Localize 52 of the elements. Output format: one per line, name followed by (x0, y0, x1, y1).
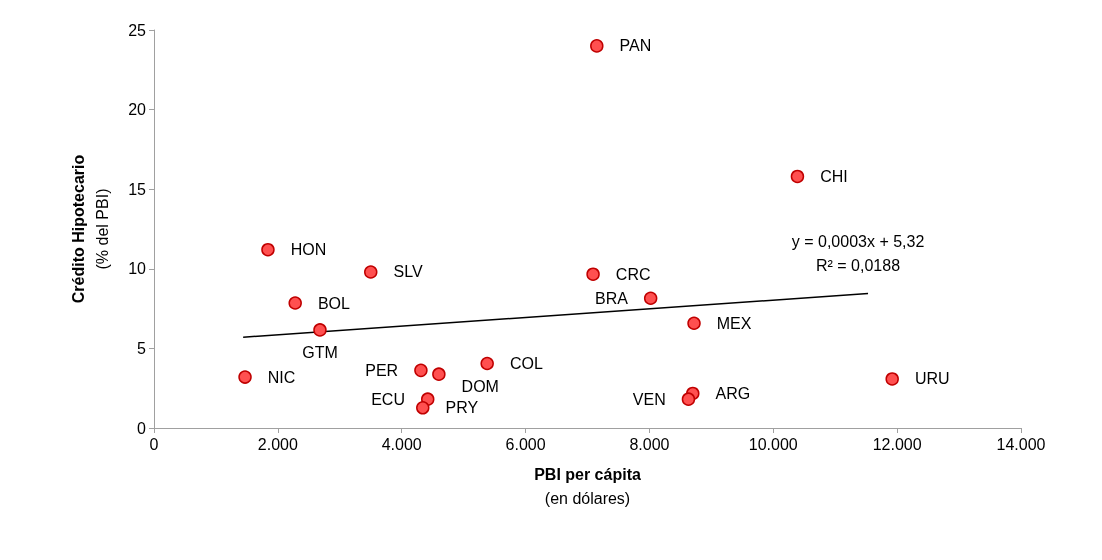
annotation: NIC (267, 368, 296, 386)
annotation: BRA (595, 289, 629, 307)
x-axis-title: PBI per cápita (en dólares) (534, 465, 641, 507)
y-tick-label: 10 (128, 260, 147, 278)
point (416, 401, 430, 415)
point (586, 267, 600, 281)
annotation: BOL (317, 294, 351, 312)
annotation: PRY (445, 399, 479, 417)
annotation: y = 0,0003x + 5,32 (791, 232, 925, 250)
annotation: PAN (619, 37, 652, 55)
x-tick-label: 10.000 (748, 435, 798, 453)
y-tick-label: 25 (128, 21, 147, 39)
x-tick-label: 6.000 (505, 435, 546, 453)
point (414, 363, 428, 378)
annotation: VEN (632, 390, 666, 408)
y-tick-label: 15 (128, 180, 147, 198)
annotation: DOM (461, 377, 499, 395)
y-tick-label: 20 (128, 101, 147, 119)
point (432, 367, 446, 381)
annotation: PER (365, 361, 399, 379)
x-tick-label: 4.000 (381, 435, 422, 453)
x-tick-label: 14.000 (996, 435, 1046, 453)
annotation: ECU (371, 390, 405, 408)
annotation: HON (290, 241, 327, 259)
annotation: SLV (393, 263, 423, 281)
annotation: GTM (302, 344, 338, 362)
annotation: R² = 0,0188 (816, 256, 901, 274)
y-tick-label: 0 (137, 419, 147, 437)
x-tick-label: 8.000 (629, 435, 670, 453)
annotation: CRC (615, 265, 651, 283)
point (480, 356, 494, 371)
point (313, 323, 327, 337)
y-axis-title: Crédito Hipotecario (% del PBI) (69, 154, 111, 304)
point (364, 265, 378, 279)
x-tick-label: 12.000 (872, 435, 922, 453)
point (590, 39, 604, 53)
y-tick-label: 5 (137, 339, 147, 357)
x-tick-label: 0 (149, 435, 159, 453)
annotation: MEX (716, 314, 752, 332)
annotation: CHI (820, 167, 848, 185)
point (643, 291, 658, 305)
point (687, 316, 701, 330)
point (288, 296, 302, 310)
x-tick-label: 2.000 (257, 435, 298, 453)
point (681, 392, 696, 406)
point (261, 242, 275, 257)
annotation: COL (509, 355, 543, 373)
point (885, 372, 899, 386)
annotation: URU (914, 370, 950, 388)
point (238, 370, 252, 384)
annotation: ARG (715, 384, 751, 402)
point (790, 169, 805, 184)
